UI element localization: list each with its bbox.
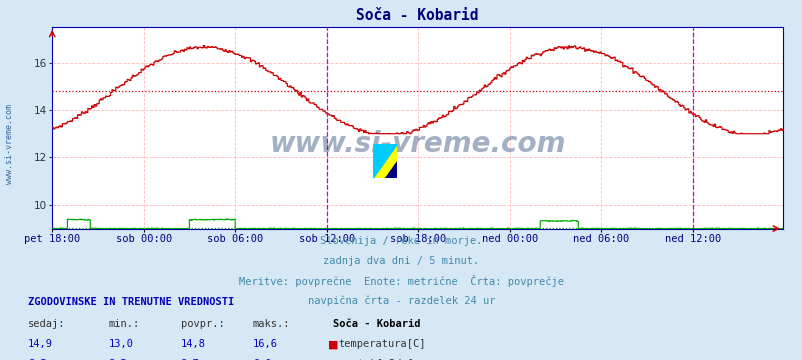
Text: Meritve: povprečne  Enote: metrične  Črta: povprečje: Meritve: povprečne Enote: metrične Črta:…: [239, 275, 563, 287]
Polygon shape: [373, 144, 397, 178]
Text: navpična črta - razdelek 24 ur: navpična črta - razdelek 24 ur: [307, 295, 495, 306]
Text: temperatura[C]: temperatura[C]: [338, 339, 426, 350]
Text: 8,5: 8,5: [28, 359, 47, 360]
Text: www.si-vreme.com: www.si-vreme.com: [269, 130, 565, 158]
Text: Slovenija / reke in morje.: Slovenija / reke in morje.: [320, 236, 482, 246]
Text: ■: ■: [327, 339, 338, 350]
Text: www.si-vreme.com: www.si-vreme.com: [5, 104, 14, 184]
Text: 14,9: 14,9: [28, 339, 53, 350]
Polygon shape: [385, 161, 397, 178]
Text: 13,0: 13,0: [108, 339, 133, 350]
Text: 16,6: 16,6: [253, 339, 277, 350]
Text: sedaj:: sedaj:: [28, 319, 66, 329]
Text: maks.:: maks.:: [253, 319, 290, 329]
Text: 9,1: 9,1: [253, 359, 271, 360]
Text: zadnja dva dni / 5 minut.: zadnja dva dni / 5 minut.: [323, 256, 479, 266]
Title: Soča - Kobarid: Soča - Kobarid: [356, 8, 478, 23]
Text: Soča - Kobarid: Soča - Kobarid: [333, 319, 420, 329]
Text: 14,8: 14,8: [180, 339, 205, 350]
Text: povpr.:: povpr.:: [180, 319, 224, 329]
Text: 8,5: 8,5: [108, 359, 127, 360]
Polygon shape: [373, 144, 397, 178]
Text: pretok[m3/s]: pretok[m3/s]: [338, 359, 413, 360]
Text: 8,7: 8,7: [180, 359, 199, 360]
Text: min.:: min.:: [108, 319, 140, 329]
Text: ■: ■: [327, 359, 338, 360]
Text: ZGODOVINSKE IN TRENUTNE VREDNOSTI: ZGODOVINSKE IN TRENUTNE VREDNOSTI: [28, 297, 234, 307]
